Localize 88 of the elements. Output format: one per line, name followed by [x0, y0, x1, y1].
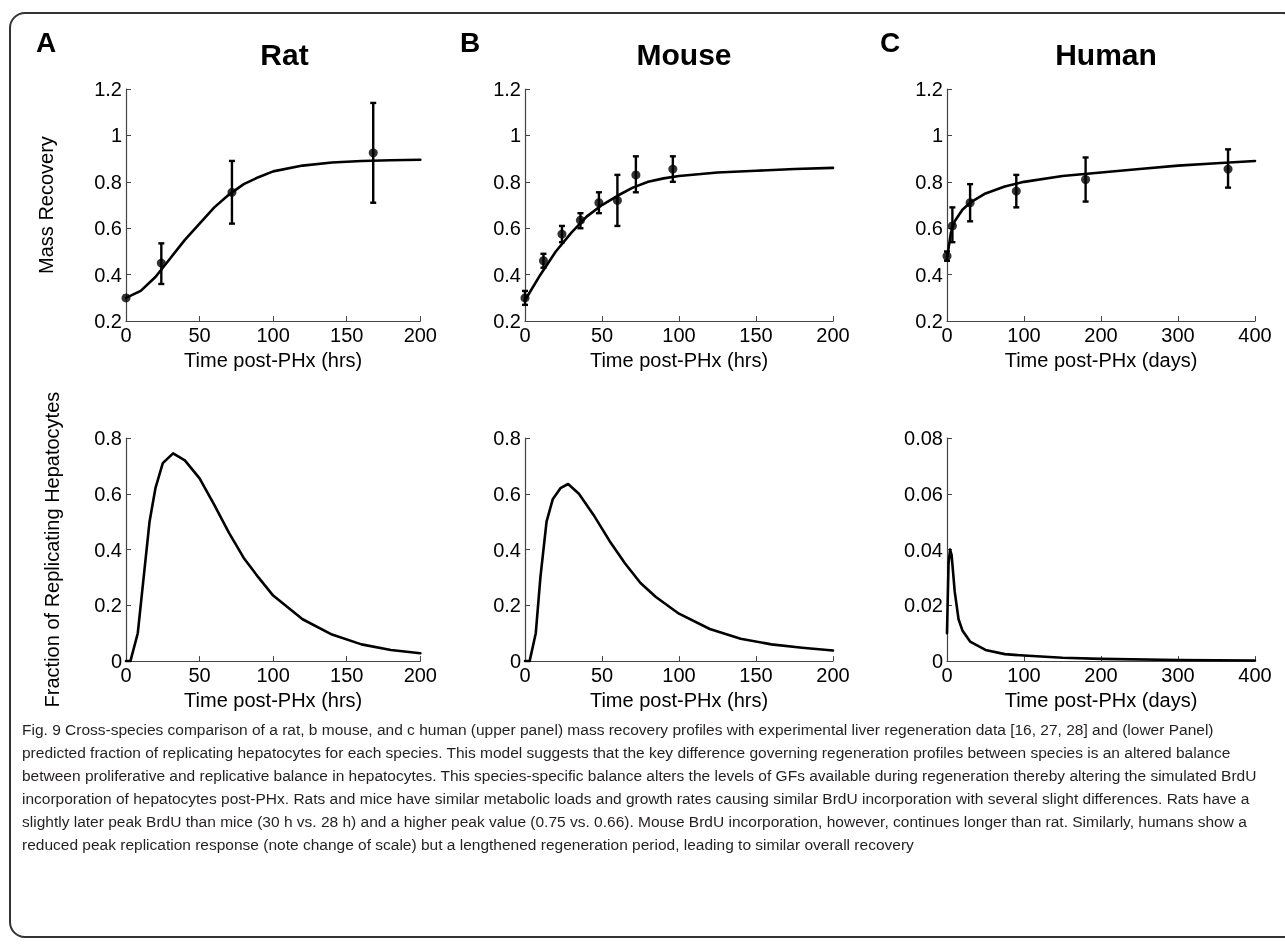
- y-tick-label: 0.8: [493, 427, 521, 449]
- y-tick-label: 0.2: [94, 594, 122, 617]
- y-tick-label: 1: [931, 124, 943, 147]
- x-tick-label: 200: [816, 664, 850, 687]
- point: [668, 164, 678, 174]
- x-axis-title: Time post-PHx (hrs): [184, 349, 363, 371]
- point: [965, 198, 975, 208]
- x-tick-label: 400: [1238, 664, 1272, 687]
- y-tick-label: 0.04: [904, 538, 943, 561]
- y-tick-label: 0.8: [94, 170, 122, 193]
- y-tick-label: 1: [509, 124, 521, 147]
- x-axis-title: Time post-PHx (hrs): [589, 689, 769, 711]
- y-tick-label: 1.2: [915, 78, 943, 100]
- x-tick-label: 150: [330, 324, 364, 347]
- x-tick-label: 100: [662, 324, 696, 347]
- chart-title: Human: [1055, 37, 1157, 71]
- point: [557, 229, 567, 239]
- y-tick-label: 0.6: [94, 217, 122, 240]
- y-tick-label: 0.8: [915, 170, 943, 193]
- point: [1081, 175, 1091, 185]
- point: [368, 148, 378, 158]
- y-tick-label: 1.2: [493, 78, 521, 100]
- x-tick-label: 100: [256, 324, 290, 347]
- x-tick-label: 200: [403, 664, 437, 687]
- x-tick-label: 150: [739, 664, 773, 687]
- y-tick-label: 0: [509, 650, 521, 673]
- y-tick-label: 0: [110, 650, 122, 673]
- point: [227, 187, 237, 197]
- x-tick-label: 200: [1084, 664, 1118, 687]
- text: A: [36, 26, 57, 58]
- point: [947, 221, 957, 231]
- y-tick-label: 0.6: [493, 217, 521, 240]
- y-tick-label: 0.2: [915, 310, 943, 333]
- x-tick-label: 300: [1161, 664, 1195, 687]
- x-tick-label: 200: [403, 324, 437, 347]
- x-tick-label: 200: [1084, 324, 1118, 347]
- x-tick-label: 100: [1007, 664, 1041, 687]
- x-tick-label: 50: [590, 664, 614, 687]
- caption: Fig. 9 Cross-species comparison of a rat, b mouse, and c human (upper panel) mass recovery profiles with experimental liver regeneration data [16, 27, 28] and (lower Panel) predicted fraction of replicating hepatocytes for each species. This model suggests that the key difference governing regeneration profiles between species is an altered balance between proliferative and replicative balance in hepatocytes. This species-specific balance alters the levels of GFs available during regeneration thereby altering the simulated BrdU incorporation of hepatocytes post-PHx. Rats and mice have similar metabolic loads and growth rates causing similar BrdU incorporation with several slight differences. Rats have a slightly later peak BrdU than mice (30 h vs. 28 h) and a higher peak value (0.75 vs. 0.66). Mouse BrdU incorporation, however, continues longer than rat. Similarly, humans show a reduced peak replication response (note change of scale) but a lengthened regeneration period, leading to similar overall recovery: [22, 720, 1258, 855]
- x-tick-label: 150: [330, 664, 364, 687]
- x-tick-label: 150: [739, 324, 773, 347]
- y-axis-title: Mass Recovery: [35, 136, 57, 274]
- y-tick-label: 0.4: [915, 263, 943, 286]
- point: [538, 256, 548, 266]
- y-tick-label: 0.6: [94, 482, 122, 505]
- x-axis-title: Time post-PHx (days): [1004, 689, 1198, 711]
- y-tick-label: 0.2: [493, 310, 521, 333]
- x-tick-label: 100: [1007, 324, 1041, 347]
- y-tick-label: 1: [110, 124, 122, 147]
- y-tick-label: 0: [931, 650, 943, 673]
- x-tick-label: 100: [256, 664, 290, 687]
- x-axis-title: Time post-PHx (hrs): [184, 689, 363, 711]
- y-tick-label: 0.02: [904, 594, 943, 617]
- point: [631, 170, 641, 180]
- x-tick-label: 50: [590, 324, 614, 347]
- y-tick-label: 0.6: [915, 217, 943, 240]
- y-tick-label: 0.8: [493, 170, 521, 193]
- point: [612, 195, 622, 205]
- x-axis-title: Time post-PHx (hrs): [589, 349, 769, 371]
- x-axis-title: Time post-PHx (days): [1004, 349, 1198, 371]
- text: B: [460, 26, 481, 58]
- y-tick-label: 0.4: [493, 263, 521, 286]
- point: [121, 293, 131, 303]
- point: [1011, 186, 1021, 196]
- y-tick-label: 0.2: [493, 594, 521, 617]
- y-tick-label: 0.2: [94, 310, 122, 333]
- x-tick-label: 50: [188, 324, 211, 347]
- y-tick-label: 0.4: [94, 263, 122, 286]
- y-axis-title: Fraction of Replicating Hepatocytes: [41, 391, 63, 708]
- text: C: [880, 26, 901, 58]
- point: [156, 258, 166, 268]
- x-tick-label: 400: [1238, 324, 1272, 347]
- y-tick-label: 0.6: [493, 482, 521, 505]
- x-tick-label: 200: [816, 324, 850, 347]
- x-tick-label: 300: [1161, 324, 1195, 347]
- y-tick-label: 0.4: [493, 538, 521, 561]
- y-tick-label: 0.08: [904, 427, 943, 449]
- point: [1223, 164, 1233, 174]
- y-tick-label: 0.8: [94, 427, 122, 449]
- point: [575, 215, 585, 225]
- x-tick-label: 50: [188, 664, 211, 687]
- chart-title: Mouse: [636, 37, 732, 71]
- y-tick-label: 1.2: [94, 78, 122, 100]
- y-tick-label: 0.06: [904, 482, 943, 505]
- point: [594, 198, 604, 208]
- y-tick-label: 0.4: [94, 538, 122, 561]
- x-tick-label: 100: [662, 664, 696, 687]
- chart-title: Rat: [260, 37, 309, 71]
